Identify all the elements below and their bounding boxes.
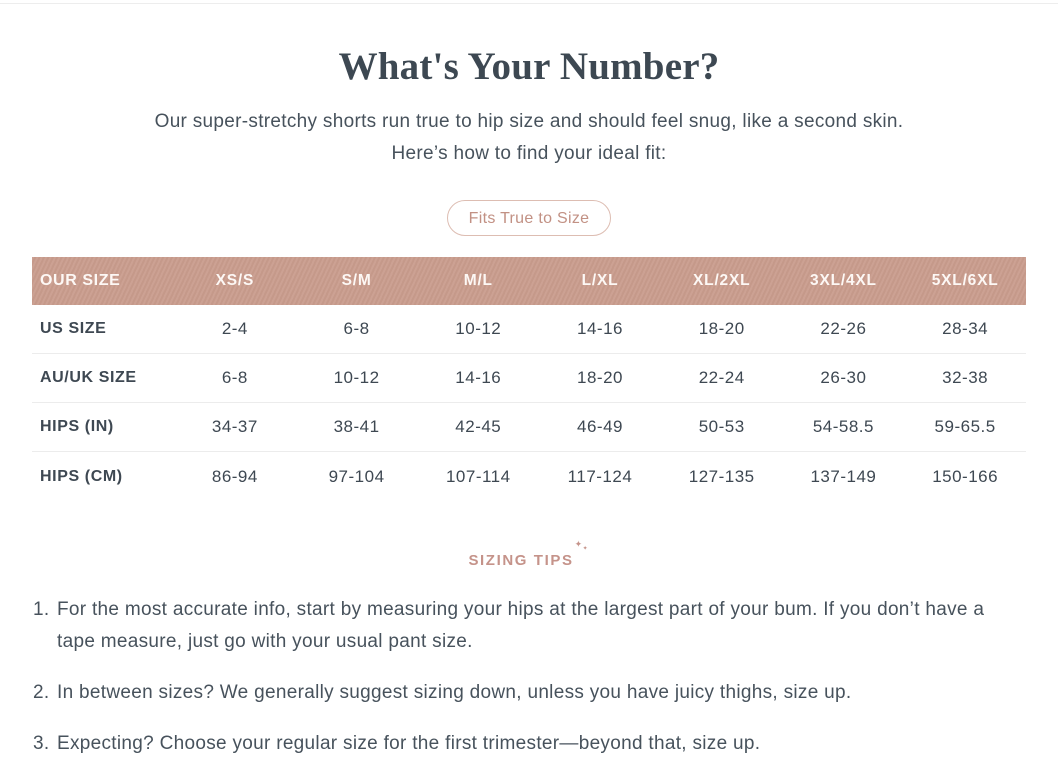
subtitle-line-1: Our super-stretchy shorts run true to hi… bbox=[154, 111, 904, 132]
size-value-cell: 28-34 bbox=[942, 319, 989, 338]
size-chart-table: OUR SIZE XS/S S/M M/L L/XL XL/2XL 3XL/4XL 5XL/6… bbox=[32, 257, 1026, 501]
size-value-cell: 42-45 bbox=[455, 417, 502, 436]
size-value-cell: 10-12 bbox=[333, 368, 380, 387]
size-table-row: HIPS (CM) 86-94 97-104 107-114 117-124 127-13… bbox=[32, 452, 1026, 501]
subtitle-line-2: Here’s how to find your ideal fit: bbox=[391, 143, 667, 164]
size-value-cell: 34-37 bbox=[211, 417, 258, 436]
sizing-tips-heading: SIZING TIPS bbox=[468, 552, 574, 569]
size-table-header-row: OUR SIZE XS/S S/M M/L L/XL XL/2XL 3XL/4XL 5XL/6… bbox=[32, 257, 1026, 305]
size-value-cell: 54-58.5 bbox=[812, 417, 874, 436]
size-value-cell: 38-41 bbox=[333, 417, 380, 436]
row-label: HIPS (IN) bbox=[40, 418, 114, 435]
sparkle-icon-small: ✦ bbox=[582, 546, 590, 552]
sparkle-icon-large: ✦ bbox=[574, 539, 584, 549]
size-value-cell: 26-30 bbox=[820, 368, 867, 387]
sparkle-icon: ✦ ✦ bbox=[574, 539, 590, 559]
size-value-cell: 22-26 bbox=[820, 319, 867, 338]
row-label: US SIZE bbox=[40, 320, 107, 337]
size-value-cell: 59-65.5 bbox=[934, 417, 996, 436]
size-table-row: US SIZE 2-4 6-8 10-12 14-16 18-20 22-26 28-34 bbox=[32, 305, 1026, 354]
fit-badge-row: Fits True to Size bbox=[32, 200, 1026, 236]
size-value-cell: 2-4 bbox=[221, 319, 248, 338]
size-value-cell: 18-20 bbox=[577, 368, 623, 387]
size-value-cell: 32-38 bbox=[942, 368, 989, 387]
sizing-tip-item: For the most accurate info, start by mea… bbox=[55, 594, 1026, 658]
size-column-header: XS/S bbox=[215, 272, 255, 289]
size-value-cell: 127-135 bbox=[688, 466, 755, 486]
size-value-cell: 22-24 bbox=[698, 368, 745, 387]
size-value-cell: 10-12 bbox=[455, 319, 502, 338]
size-value-cell: 18-20 bbox=[698, 319, 745, 338]
size-value-cell: 50-53 bbox=[698, 417, 745, 436]
sizing-tips-list: For the most accurate info, start by mea… bbox=[32, 594, 1026, 760]
size-table-row: HIPS (IN) 34-37 38-41 42-45 46-49 50-53 54-58.… bbox=[32, 403, 1026, 452]
top-divider bbox=[0, 3, 1058, 4]
size-value-cell: 97-104 bbox=[328, 466, 385, 486]
row-label: HIPS (CM) bbox=[40, 467, 123, 485]
size-value-cell: 117-124 bbox=[567, 466, 633, 486]
size-value-cell: 14-16 bbox=[455, 368, 502, 387]
sizing-tips-heading-row: SIZING TIPS ✦ ✦ bbox=[32, 539, 1026, 569]
size-value-cell: 107-114 bbox=[445, 466, 511, 486]
size-column-header: L/XL bbox=[581, 272, 619, 289]
size-value-cell: 137-149 bbox=[810, 466, 877, 486]
sizing-tip-item: Expecting? Choose your regular size for … bbox=[55, 728, 1026, 760]
size-column-header: XL/2XL bbox=[693, 272, 751, 289]
page-title: What's Your Number? bbox=[338, 45, 720, 88]
size-value-cell: 86-94 bbox=[211, 466, 258, 486]
size-column-header: 5XL/6XL bbox=[931, 272, 999, 289]
size-value-cell: 46-49 bbox=[577, 417, 623, 436]
size-value-cell: 6-8 bbox=[343, 319, 370, 338]
size-value-cell: 14-16 bbox=[577, 319, 623, 338]
size-guide-page: What's Your Number? Our super-stretchy s… bbox=[0, 44, 1058, 760]
size-column-header: S/M bbox=[341, 272, 372, 289]
sizing-tip-item: In between sizes? We generally suggest s… bbox=[55, 677, 1026, 709]
size-table-corner-header: OUR SIZE bbox=[40, 272, 121, 289]
fits-true-to-size-button[interactable]: Fits True to Size bbox=[446, 200, 612, 236]
row-label: AU/UK SIZE bbox=[40, 369, 137, 386]
size-column-header: M/L bbox=[463, 272, 493, 289]
size-value-cell: 6-8 bbox=[221, 368, 248, 387]
size-table-row: AU/UK SIZE 6-8 10-12 14-16 18-20 22-24 26-30 32… bbox=[32, 354, 1026, 403]
size-value-cell: 150-166 bbox=[932, 466, 999, 486]
size-column-header: 3XL/4XL bbox=[810, 272, 877, 289]
